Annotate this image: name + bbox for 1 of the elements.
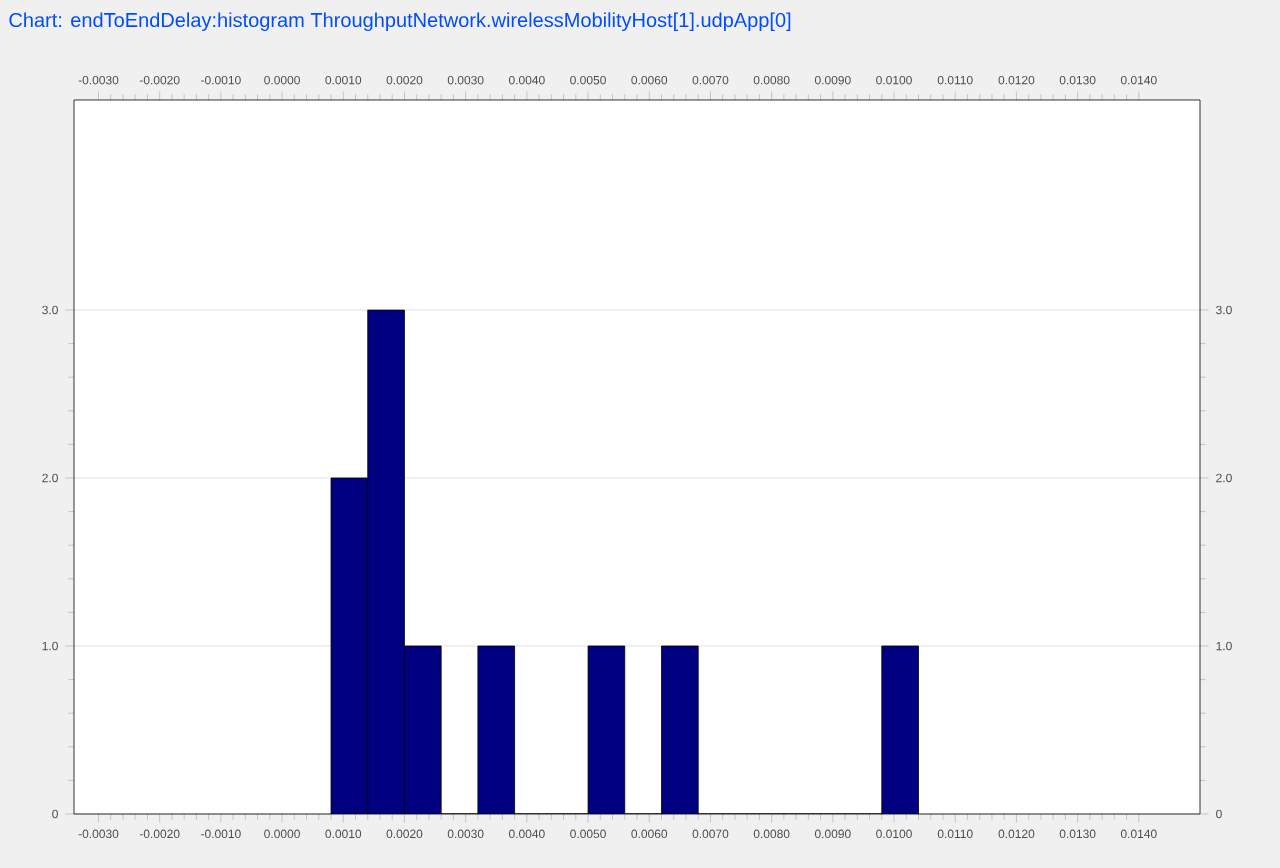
chart-title: Chart: endToEndDelay:histogram ThroughputNetwork.wirelessMobilityHost[1].udpApp[0] bbox=[9, 12, 791, 32]
